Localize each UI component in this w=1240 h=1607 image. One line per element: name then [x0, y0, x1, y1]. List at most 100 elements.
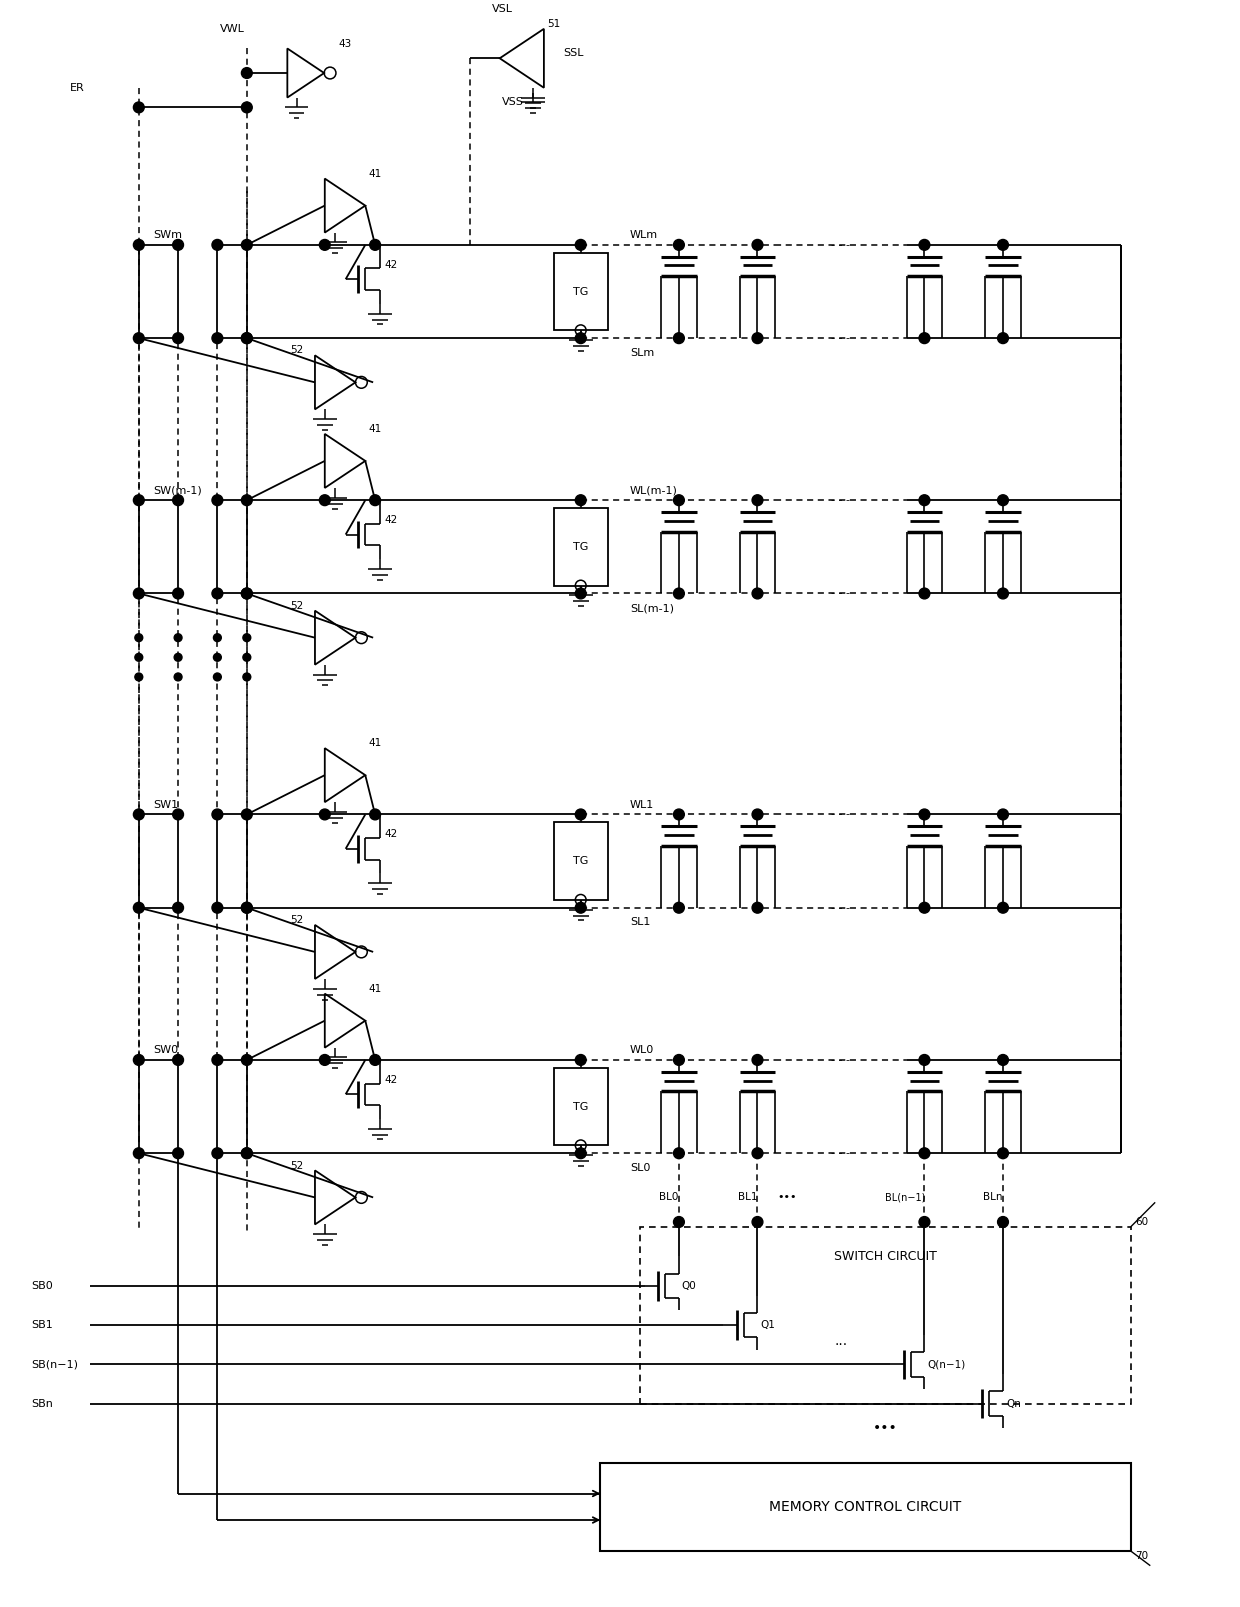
Text: - - -: - - -	[832, 1054, 851, 1065]
Text: 41: 41	[368, 983, 382, 993]
Circle shape	[134, 1054, 144, 1065]
Circle shape	[753, 588, 763, 599]
Circle shape	[998, 1216, 1008, 1228]
Circle shape	[998, 333, 1008, 344]
Circle shape	[135, 633, 143, 641]
Text: - - -: - - -	[832, 239, 851, 249]
Text: 52: 52	[290, 601, 304, 611]
Circle shape	[320, 808, 330, 820]
Circle shape	[212, 333, 223, 344]
Text: SB(n−1): SB(n−1)	[31, 1360, 78, 1369]
Circle shape	[242, 808, 252, 820]
Text: - - -: - - -	[832, 1149, 851, 1159]
Text: VWL: VWL	[219, 24, 244, 34]
Circle shape	[242, 588, 252, 599]
Circle shape	[242, 1147, 252, 1159]
Circle shape	[320, 239, 330, 251]
Bar	[554, 252, 608, 331]
Text: 41: 41	[368, 738, 382, 749]
Text: SLm: SLm	[630, 347, 653, 358]
Circle shape	[370, 1054, 381, 1065]
Circle shape	[673, 903, 684, 913]
Text: 42: 42	[384, 829, 398, 839]
Text: SB1: SB1	[31, 1319, 52, 1331]
Circle shape	[212, 903, 223, 913]
Circle shape	[370, 495, 381, 506]
Text: - - -: - - -	[832, 333, 851, 344]
Circle shape	[242, 903, 252, 913]
Circle shape	[673, 1147, 684, 1159]
Text: WL(m-1): WL(m-1)	[630, 485, 678, 495]
Circle shape	[575, 1054, 587, 1065]
Circle shape	[134, 495, 144, 506]
Circle shape	[135, 654, 143, 660]
Circle shape	[753, 1054, 763, 1065]
Bar	[554, 508, 608, 585]
Circle shape	[575, 239, 587, 251]
Circle shape	[998, 495, 1008, 506]
Text: 42: 42	[384, 514, 398, 525]
Text: 41: 41	[368, 169, 382, 178]
Circle shape	[998, 588, 1008, 599]
Circle shape	[320, 1054, 330, 1065]
Circle shape	[753, 1216, 763, 1228]
Circle shape	[134, 333, 144, 344]
Text: 52: 52	[290, 914, 304, 926]
Text: 70: 70	[1136, 1551, 1148, 1560]
Text: SB0: SB0	[31, 1281, 52, 1290]
Circle shape	[134, 808, 144, 820]
Circle shape	[919, 1216, 930, 1228]
Circle shape	[242, 333, 252, 344]
Circle shape	[134, 903, 144, 913]
Circle shape	[919, 495, 930, 506]
Text: SSL: SSL	[563, 48, 584, 58]
Circle shape	[172, 1054, 184, 1065]
Text: •••: •••	[777, 1192, 796, 1202]
Circle shape	[753, 333, 763, 344]
Text: VSS: VSS	[502, 98, 525, 108]
Text: 41: 41	[368, 424, 382, 434]
Circle shape	[242, 1054, 252, 1065]
Text: SL1: SL1	[630, 918, 650, 927]
Text: 60: 60	[1136, 1216, 1148, 1228]
Circle shape	[919, 808, 930, 820]
Circle shape	[919, 333, 930, 344]
Circle shape	[243, 633, 250, 641]
Circle shape	[998, 808, 1008, 820]
Text: SL(m-1): SL(m-1)	[630, 603, 673, 614]
Circle shape	[919, 1054, 930, 1065]
Circle shape	[134, 239, 144, 251]
Circle shape	[575, 808, 587, 820]
Circle shape	[212, 1054, 223, 1065]
Text: SL0: SL0	[630, 1163, 650, 1173]
Circle shape	[242, 239, 252, 251]
Circle shape	[172, 239, 184, 251]
Circle shape	[753, 239, 763, 251]
Circle shape	[370, 239, 381, 251]
Circle shape	[212, 239, 223, 251]
Text: BLn: BLn	[983, 1192, 1003, 1202]
Text: MEMORY CONTROL CIRCUIT: MEMORY CONTROL CIRCUIT	[769, 1499, 962, 1514]
Circle shape	[998, 903, 1008, 913]
Circle shape	[575, 333, 587, 344]
Text: SBn: SBn	[31, 1398, 52, 1409]
Circle shape	[172, 808, 184, 820]
Text: Qn: Qn	[1006, 1398, 1021, 1409]
Circle shape	[242, 333, 252, 344]
Text: TG: TG	[573, 857, 589, 866]
Circle shape	[575, 1147, 587, 1159]
Text: - - -: - - -	[832, 588, 851, 598]
Circle shape	[673, 333, 684, 344]
Circle shape	[320, 495, 330, 506]
Circle shape	[753, 495, 763, 506]
Circle shape	[172, 588, 184, 599]
Circle shape	[212, 495, 223, 506]
Circle shape	[753, 808, 763, 820]
Circle shape	[242, 67, 252, 79]
Circle shape	[575, 903, 587, 913]
Circle shape	[172, 1147, 184, 1159]
Circle shape	[172, 903, 184, 913]
Circle shape	[673, 1054, 684, 1065]
Circle shape	[575, 588, 587, 599]
Text: SWITCH CIRCUIT: SWITCH CIRCUIT	[833, 1250, 936, 1263]
